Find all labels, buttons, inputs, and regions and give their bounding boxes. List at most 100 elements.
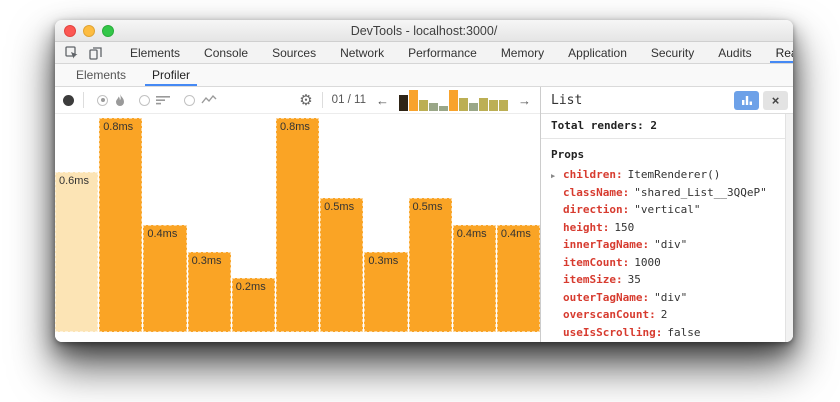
commit-duration-label: 0.4ms (147, 228, 178, 240)
ranked-view-option[interactable] (139, 94, 171, 106)
profiler-body: ⚙ 01 / 11 ← → 0.6ms 0.8ms 0.4ms 0.3ms 0.2ms 0… (55, 87, 793, 342)
commit-bar[interactable]: 0.4ms (452, 225, 496, 332)
ranked-chart-icon (156, 94, 171, 106)
commit-bar[interactable]: 0.6ms (55, 172, 99, 332)
snapshot-bar[interactable] (459, 97, 468, 111)
prop-value: 1000 (634, 255, 661, 269)
view-render-chart-button[interactable] (734, 90, 759, 110)
prop-name: overscanCount: (563, 308, 656, 321)
snapshot-selector-chart[interactable] (399, 89, 508, 112)
snapshot-bar[interactable] (479, 97, 488, 111)
prop-name: className: (563, 185, 630, 199)
snapshot-bar[interactable] (429, 102, 438, 111)
record-button[interactable] (63, 94, 74, 106)
commit-bar[interactable]: 0.4ms (496, 225, 541, 332)
profiler-toolbar: ⚙ 01 / 11 ← → (55, 87, 540, 114)
settings-gear-icon[interactable]: ⚙ (299, 91, 313, 109)
selected-component-name: List (551, 92, 583, 108)
toolbar-separator-1 (83, 92, 84, 108)
inspect-element-icon[interactable] (65, 45, 79, 60)
prop-value: "div" (654, 238, 688, 251)
minimize-window-button[interactable] (83, 25, 95, 37)
react-subtab[interactable]: Profiler (139, 64, 203, 86)
devtools-tab[interactable]: Sources (272, 45, 317, 60)
snapshot-bar[interactable] (489, 99, 498, 111)
interactions-view-option[interactable] (184, 94, 217, 106)
devtools-tab[interactable]: Security (650, 45, 695, 60)
commit-bar[interactable]: 0.4ms (143, 225, 187, 332)
commit-bar[interactable]: 0.3ms (364, 252, 408, 332)
prop-row: ▶ children: ItemRenderer() (551, 167, 783, 185)
prop-name: outerTagName: (563, 290, 650, 304)
prop-value: false (667, 325, 701, 339)
snapshot-bar[interactable] (499, 99, 508, 111)
commit-bar[interactable]: 0.8ms (99, 118, 143, 332)
prop-row: ▶useIsScrolling:false (551, 325, 783, 343)
commit-duration-label: 0.6ms (59, 175, 89, 187)
prop-row: ▶itemCount:1000 (551, 255, 783, 273)
snapshot-bar[interactable] (449, 89, 458, 111)
prop-name: itemCount: (563, 255, 630, 269)
bar-chart-icon (741, 95, 752, 105)
interactions-radio[interactable] (184, 94, 195, 106)
interactions-chart-icon (201, 94, 217, 106)
prop-name: height: (563, 220, 610, 234)
commit-bar[interactable]: 0.5ms (408, 198, 452, 332)
close-panel-button[interactable]: × (763, 90, 788, 110)
props-heading: Props (551, 148, 585, 161)
expand-triangle-icon[interactable]: ▶ (551, 172, 556, 180)
snapshot-bar[interactable] (409, 89, 418, 111)
commit-duration-label: 0.5ms (412, 201, 443, 213)
devtools-tab[interactable]: Elements (130, 45, 181, 60)
devtools-tab[interactable]: Application (568, 45, 627, 60)
commit-duration-label: 0.3ms (191, 255, 222, 267)
devtools-tab[interactable]: Performance (408, 45, 477, 60)
snapshot-bar[interactable] (419, 99, 428, 111)
prop-value: 150 (614, 220, 635, 234)
snapshot-bar[interactable] (439, 105, 448, 111)
commit-bar[interactable]: 0.3ms (187, 252, 231, 332)
devtools-tab[interactable]: Network (340, 45, 385, 60)
commit-bar[interactable]: 0.5ms (320, 198, 364, 332)
props-list: ▶ children: ItemRenderer()▶ className: "shar… (551, 167, 783, 342)
flame-icon (114, 93, 126, 107)
window-titlebar: DevTools - localhost:3000/ (55, 20, 793, 42)
panel-scrollbar[interactable] (785, 114, 793, 342)
devtools-tabbar: Elements Console Sources Network Performance… (55, 42, 793, 64)
commit-duration-label: 0.3ms (368, 255, 399, 267)
commit-duration-label: 0.8ms (279, 121, 310, 133)
zoom-window-button[interactable] (102, 25, 114, 37)
snapshot-bar-selected[interactable] (399, 94, 408, 111)
profiler-left-pane: ⚙ 01 / 11 ← → 0.6ms 0.8ms 0.4ms 0.3ms 0.2ms 0… (55, 87, 541, 342)
flamegraph-view-option[interactable] (97, 93, 126, 107)
commit-bar-chart: 0.6ms 0.8ms 0.4ms 0.3ms 0.2ms 0.8ms 0.5ms 0.3ms… (55, 114, 541, 342)
commit-duration-label: 0.2ms (235, 281, 266, 293)
flamegraph-radio[interactable] (97, 94, 108, 106)
total-renders: Total renders: 2 (541, 114, 793, 139)
prop-name: direction: (563, 203, 630, 216)
prop-row: ▶outerTagName:"div" (551, 290, 783, 308)
commit-bar[interactable]: 0.2ms (231, 278, 275, 332)
devtools-tab[interactable]: Memory (500, 45, 545, 60)
close-window-button[interactable] (64, 25, 76, 37)
previous-snapshot-icon[interactable]: ← (376, 92, 389, 108)
ranked-radio[interactable] (139, 94, 150, 106)
commit-bar[interactable]: 0.8ms (275, 118, 320, 332)
commit-duration-label: 0.4ms (456, 228, 487, 240)
devtools-tab[interactable]: React (764, 42, 793, 63)
react-subtabbar: Elements Profiler (55, 64, 793, 87)
react-subtab[interactable]: Elements (76, 68, 127, 82)
prop-value: "vertical" (634, 203, 701, 216)
next-snapshot-icon[interactable]: → (518, 92, 531, 108)
snapshot-bar[interactable] (469, 102, 478, 111)
devtools-tabs: Elements Console Sources Network Performance… (118, 42, 793, 63)
commit-duration-label: 0.4ms (500, 228, 531, 240)
prop-row: ▶height:150 (551, 220, 783, 238)
window-title: DevTools - localhost:3000/ (350, 23, 498, 38)
device-toolbar-icon[interactable] (89, 46, 102, 60)
devtools-tab[interactable]: Console (204, 45, 249, 60)
commit-duration-label: 0.5ms (324, 201, 355, 213)
prop-value: "div" (654, 290, 688, 304)
devtools-tab[interactable]: Audits (718, 45, 752, 60)
